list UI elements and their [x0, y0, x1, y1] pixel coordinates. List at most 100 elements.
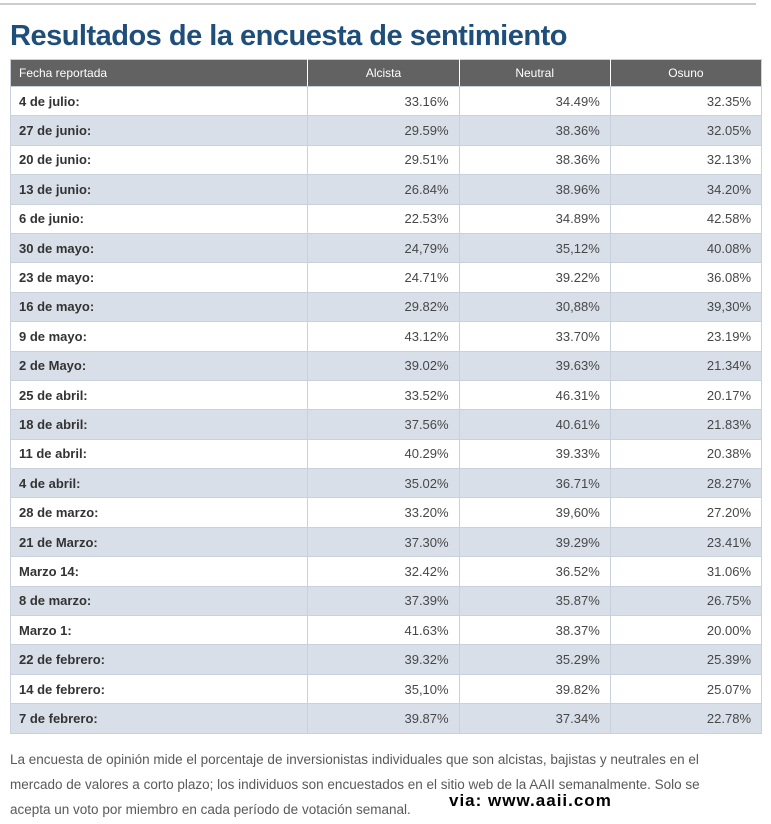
alcista-value-cell: 29.59%: [307, 115, 460, 146]
neutral-value-cell: 34.49%: [458, 85, 611, 117]
sentiment-table-body: 4 de julio: 33.16% 34.49% 32.35% 27 de junio…: [9, 85, 763, 734]
osuno-value-cell: 25.07%: [609, 673, 763, 705]
alcista-value-cell: 39.02%: [307, 350, 460, 381]
date-cell: 27 de junio:: [9, 115, 309, 146]
survey-description: La encuesta de opinión mide el porcentaj…: [10, 747, 755, 822]
osuno-value-cell: 26.75%: [609, 585, 763, 617]
neutral-value-cell: 37.34%: [458, 703, 611, 734]
table-row: Marzo 14: 32.42% 36.52% 31.06%: [9, 556, 763, 587]
neutral-value-cell: 38.36%: [458, 115, 611, 146]
date-cell: 13 de junio:: [9, 174, 309, 205]
osuno-value-cell: 36.08%: [609, 262, 763, 293]
alcista-value-cell: 43.12%: [307, 321, 460, 352]
neutral-value-cell: 35,12%: [458, 232, 611, 264]
alcista-value-cell: 33.20%: [307, 497, 460, 528]
date-cell: 4 de abril:: [9, 468, 309, 499]
table-row: 11 de abril: 40.29% 39.33% 20.38%: [9, 438, 763, 470]
neutral-value-cell: 38.36%: [458, 144, 611, 176]
neutral-value-cell: 35.87%: [458, 585, 611, 617]
date-cell: 4 de julio:: [9, 85, 309, 117]
neutral-value-cell: 39.63%: [458, 350, 611, 381]
date-cell: 25 de abril:: [9, 379, 309, 411]
osuno-value-cell: 23.19%: [609, 321, 763, 352]
osuno-value-cell: 21.83%: [609, 409, 763, 440]
date-cell: 8 de marzo:: [9, 585, 309, 617]
osuno-value-cell: 27.20%: [609, 497, 763, 528]
neutral-value-cell: 39.33%: [458, 438, 611, 470]
alcista-value-cell: 39.87%: [307, 703, 460, 734]
neutral-value-cell: 33.70%: [458, 321, 611, 352]
osuno-value-cell: 20.00%: [609, 615, 763, 646]
osuno-value-cell: 22.78%: [609, 703, 763, 734]
alcista-value-cell: 37.30%: [307, 526, 460, 558]
osuno-value-cell: 20.17%: [609, 379, 763, 411]
description-line: acepta un voto por miembro en cada perío…: [10, 802, 411, 817]
date-cell: 16 de mayo:: [9, 291, 309, 323]
table-row: 6 de junio: 22.53% 34.89% 42.58%: [9, 203, 763, 234]
col-header-neutral: Neutral: [458, 59, 611, 87]
date-cell: Marzo 14:: [9, 556, 309, 587]
alcista-value-cell: 39.32%: [307, 644, 460, 675]
table-row: 23 de mayo: 24.71% 39.22% 36.08%: [9, 262, 763, 293]
date-cell: 2 de Mayo:: [9, 350, 309, 381]
alcista-value-cell: 24.71%: [307, 262, 460, 293]
osuno-value-cell: 31.06%: [609, 556, 763, 587]
table-row: 2 de Mayo: 39.02% 39.63% 21.34%: [9, 350, 763, 381]
neutral-value-cell: 39.82%: [458, 673, 611, 705]
alcista-value-cell: 33.16%: [307, 85, 460, 117]
col-header-fecha-reportada: Fecha reportada: [9, 59, 309, 87]
neutral-value-cell: 30,88%: [458, 291, 611, 323]
page-title: Resultados de la encuesta de sentimiento: [10, 20, 567, 52]
date-cell: 21 de Marzo:: [9, 526, 309, 558]
table-row: 14 de febrero: 35,10% 39.82% 25.07%: [9, 673, 763, 705]
table-row: 27 de junio: 29.59% 38.36% 32.05%: [9, 115, 763, 146]
alcista-value-cell: 35,10%: [307, 673, 460, 705]
osuno-value-cell: 20.38%: [609, 438, 763, 470]
neutral-value-cell: 38.96%: [458, 174, 611, 205]
table-row: 7 de febrero: 39.87% 37.34% 22.78%: [9, 703, 763, 734]
alcista-value-cell: 41.63%: [307, 615, 460, 646]
table-row: 9 de mayo: 43.12% 33.70% 23.19%: [9, 321, 763, 352]
date-cell: 11 de abril:: [9, 438, 309, 470]
col-header-alcista: Alcista: [307, 59, 460, 87]
neutral-value-cell: 40.61%: [458, 409, 611, 440]
alcista-value-cell: 29.51%: [307, 144, 460, 176]
alcista-value-cell: 29.82%: [307, 291, 460, 323]
osuno-value-cell: 28.27%: [609, 468, 763, 499]
table-row: 25 de abril: 33.52% 46.31% 20.17%: [9, 379, 763, 411]
date-cell: 22 de febrero:: [9, 644, 309, 675]
table-row: 13 de junio: 26.84% 38.96% 34.20%: [9, 174, 763, 205]
description-line: La encuesta de opinión mide el porcentaj…: [10, 752, 699, 767]
sentiment-table: Fecha reportada Alcista Neutral Osuno 4 …: [9, 59, 763, 734]
alcista-value-cell: 26.84%: [307, 174, 460, 205]
osuno-value-cell: 32.05%: [609, 115, 763, 146]
table-header-row: Fecha reportada Alcista Neutral Osuno: [9, 59, 763, 87]
neutral-value-cell: 39.29%: [458, 526, 611, 558]
alcista-value-cell: 40.29%: [307, 438, 460, 470]
table-row: 20 de junio: 29.51% 38.36% 32.13%: [9, 144, 763, 176]
date-cell: 23 de mayo:: [9, 262, 309, 293]
neutral-value-cell: 36.71%: [458, 468, 611, 499]
osuno-value-cell: 23.41%: [609, 526, 763, 558]
top-rule: [0, 3, 756, 5]
source-attribution: via: www.aaii.com: [449, 791, 612, 810]
alcista-value-cell: 24,79%: [307, 232, 460, 264]
osuno-value-cell: 21.34%: [609, 350, 763, 381]
osuno-value-cell: 25.39%: [609, 644, 763, 675]
date-cell: 28 de marzo:: [9, 497, 309, 528]
neutral-value-cell: 35.29%: [458, 644, 611, 675]
neutral-value-cell: 38.37%: [458, 615, 611, 646]
table-row: 22 de febrero: 39.32% 35.29% 25.39%: [9, 644, 763, 675]
date-cell: 7 de febrero:: [9, 703, 309, 734]
table-row: 21 de Marzo: 37.30% 39.29% 23.41%: [9, 526, 763, 558]
table-row: 18 de abril: 37.56% 40.61% 21.83%: [9, 409, 763, 440]
neutral-value-cell: 34.89%: [458, 203, 611, 234]
alcista-value-cell: 35.02%: [307, 468, 460, 499]
neutral-value-cell: 46.31%: [458, 379, 611, 411]
table-row: 4 de julio: 33.16% 34.49% 32.35%: [9, 85, 763, 117]
osuno-value-cell: 40.08%: [609, 232, 763, 264]
table-row: 4 de abril: 35.02% 36.71% 28.27%: [9, 468, 763, 499]
osuno-value-cell: 42.58%: [609, 203, 763, 234]
neutral-value-cell: 36.52%: [458, 556, 611, 587]
alcista-value-cell: 33.52%: [307, 379, 460, 411]
